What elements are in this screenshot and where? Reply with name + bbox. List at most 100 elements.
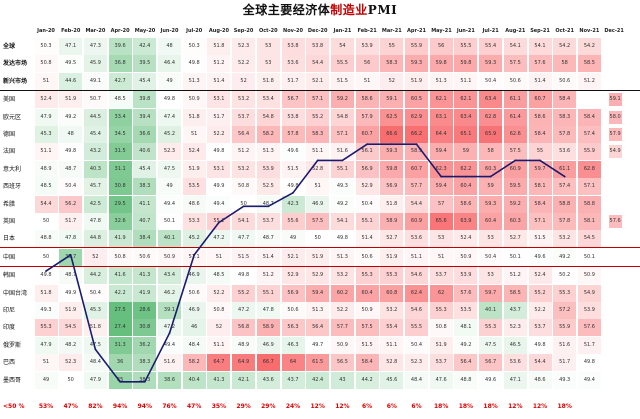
heatmap-cell: 50.4 — [479, 248, 503, 266]
heatmap-cell: 50 — [34, 213, 58, 230]
heatmap-cell: 54.4 — [34, 195, 58, 213]
heatmap-cell: 49.2 — [553, 248, 577, 266]
heatmap-cell: 52.1 — [306, 72, 330, 90]
heatmap-cell: 44.2 — [83, 267, 107, 285]
heatmap-cell: 65.6 — [429, 213, 453, 230]
heatmap-cell: 50.9 — [330, 336, 354, 354]
heatmap-cell: 49.3 — [330, 178, 354, 196]
latest-value-marker: 59.1 — [608, 93, 622, 107]
heatmap-cell: 46.3 — [281, 336, 305, 354]
heatmap-cell: 41.3 — [207, 371, 231, 389]
heatmap-cell: 30.8 — [108, 178, 132, 196]
heatmap-cell: 48.7 — [256, 230, 280, 248]
heatmap-cell: 52 — [207, 319, 231, 337]
heatmap-cell: 59.7 — [479, 284, 503, 302]
heatmap-cell: 45.7 — [83, 178, 107, 196]
heatmap-cell: 28.6 — [133, 302, 157, 319]
heatmap-cell: 48.4 — [405, 371, 428, 389]
heatmap-cell: 61.5 — [306, 354, 330, 372]
heatmap-cell: 52.2 — [207, 126, 231, 143]
heatmap-cell: 62.8 — [577, 160, 601, 178]
row-label: 德国 — [3, 131, 16, 138]
heatmap-cell: 46.5 — [503, 336, 527, 354]
heatmap-cell: 50.4 — [83, 284, 107, 302]
heatmap-cell: 51.9 — [59, 302, 83, 319]
heatmap-cell: 58 — [553, 55, 577, 73]
heatmap-cell: 61.4 — [503, 108, 527, 126]
heatmap-cell: 50.6 — [133, 248, 157, 266]
heatmap-cell: 54.1 — [503, 38, 527, 55]
heatmap-cell: 50.9 — [355, 302, 379, 319]
month-header: Jun-20 — [160, 28, 179, 34]
heatmap-cell: 58.4 — [355, 354, 379, 372]
heatmap-cell: 49 — [158, 72, 181, 90]
heatmap-cell: 55.3 — [34, 319, 58, 337]
heatmap-cell: 50.6 — [553, 72, 577, 90]
heatmap-cell: 43.7 — [503, 302, 527, 319]
heatmap-cell: 49.2 — [330, 195, 354, 213]
heatmap-cell: 53.2 — [330, 267, 354, 285]
heatmap-cell: 55.3 — [429, 302, 453, 319]
heatmap-cell: 48.9 — [34, 160, 58, 178]
heatmap-cell: 46 — [182, 319, 206, 337]
heatmap-cell: 65.1 — [454, 126, 478, 143]
heatmap-cell: 59.8 — [380, 160, 404, 178]
heatmap-cell: 31.1 — [108, 160, 132, 178]
heatmap-cell: 27.4 — [108, 319, 132, 337]
heatmap-cell: 60.5 — [405, 91, 428, 109]
percent-below-50-label: 6% — [386, 403, 397, 410]
heatmap-cell: 51.2 — [577, 72, 601, 90]
heatmap-cell: 57 — [429, 195, 453, 213]
heatmap-cell: 55.2 — [306, 108, 330, 126]
row-label: 英国 — [3, 218, 16, 225]
heatmap-cell: 48.8 — [454, 371, 478, 389]
heatmap-cell: 49.9 — [207, 178, 231, 196]
heatmap-cell: 56.9 — [380, 178, 404, 196]
heatmap-cell: 58.6 — [454, 195, 478, 213]
heatmap-cell: 49.5 — [59, 55, 83, 73]
heatmap-cell: 57.8 — [553, 126, 577, 143]
heatmap-cell: 47.8 — [256, 302, 280, 319]
month-header: Oct-20 — [258, 28, 278, 34]
heatmap-cell: 64.7 — [207, 354, 231, 372]
heatmap-cell: 56.4 — [454, 354, 478, 372]
heatmap-cell: 50.1 — [503, 248, 527, 266]
heatmap-cell: 49.3 — [553, 371, 577, 389]
heatmap-cell: 57.6 — [454, 284, 478, 302]
heatmap-cell: 62.4 — [405, 284, 428, 302]
heatmap-cell: 55.2 — [528, 284, 552, 302]
heatmap-cell: 63.9 — [454, 213, 478, 230]
heatmap-cell: 52.3 — [158, 143, 181, 161]
heatmap-cell: 51.7 — [553, 354, 577, 372]
heatmap-cell: 58.9 — [380, 213, 404, 230]
heatmap-cell: 54.5 — [577, 230, 601, 248]
heatmap-cell: 58.1 — [577, 213, 601, 230]
heatmap-cell: 38.3 — [133, 178, 157, 196]
month-header: May-20 — [134, 28, 156, 34]
heatmap-cell: 33.4 — [108, 108, 132, 126]
heatmap-cell: 47.8 — [59, 230, 83, 248]
heatmap-cell: 36.8 — [108, 55, 132, 73]
heatmap-cell: 54.8 — [256, 108, 280, 126]
heatmap-cell: 55.2 — [207, 213, 231, 230]
heatmap-cell: 50.8 — [34, 55, 58, 73]
heatmap-cell: 47.5 — [479, 336, 503, 354]
heatmap-cell: 66.2 — [405, 126, 428, 143]
row-label: 韩国 — [3, 272, 16, 280]
heatmap-cell: 62.1 — [454, 91, 478, 109]
share-below-50-point — [242, 205, 245, 208]
heatmap-cell: 36.6 — [133, 126, 157, 143]
share-below-50-point — [539, 159, 541, 162]
share-below-50-point — [69, 254, 72, 256]
heatmap-cell: 52.3 — [503, 319, 527, 337]
heatmap-cell: 49 — [34, 371, 58, 389]
heatmap-cell: 51.8 — [83, 319, 107, 337]
heatmap-cell: 52.2 — [207, 284, 231, 302]
percent-below-50-label: 12% — [532, 403, 548, 410]
heatmap-cell: 58 — [479, 143, 503, 161]
heatmap-cell: 51.8 — [256, 72, 280, 90]
heatmap-cell: 48.2 — [59, 336, 83, 354]
heatmap-cell: 39.6 — [108, 38, 132, 55]
heatmap-cell: 48 — [59, 126, 83, 143]
